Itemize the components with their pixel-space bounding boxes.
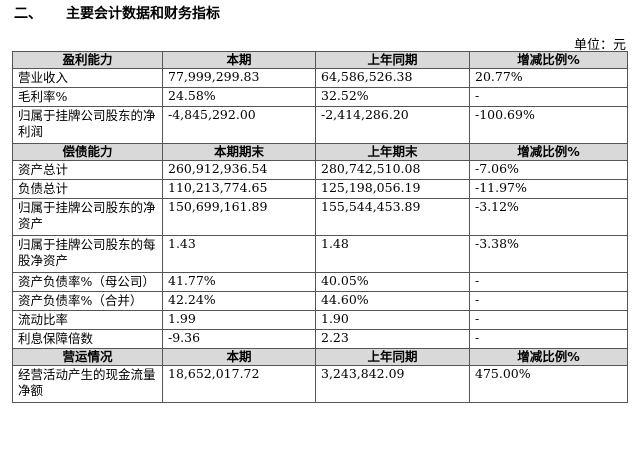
row-label-cell: 利息保障倍数 [12, 329, 163, 349]
value-cell: - [469, 291, 628, 311]
value-cell: -11.97% [469, 179, 628, 199]
value-cell: 280,742,510.08 [315, 160, 470, 180]
table-row: 归属于挂牌公司股东的净利润 -4,845,292.00 -2,414,286.20-… [12, 106, 628, 144]
column-header: 增减比例% [469, 348, 628, 366]
value-cell: 1.90 [315, 310, 470, 330]
value-cell: 125,198,056.19 [315, 179, 470, 199]
table-row: 利息保障倍数 -9.36 2.23- [12, 329, 628, 349]
row-label-cell: 归属于挂牌公司股东的每股净资产 [12, 235, 163, 273]
value-cell: 2.23 [315, 329, 470, 349]
column-header: 增减比例% [469, 51, 628, 69]
financial-indicators-table: 盈利能力 本期 上年同期 增减比例% 营业收入 77,999,299.83 64,586,5… [12, 51, 628, 403]
section-header-row: 偿债能力 本期期末 上年期末 增减比例% [12, 143, 628, 161]
value-cell: - [469, 87, 628, 107]
value-cell: 44.60% [315, 291, 470, 311]
value-cell: 64,586,526.38 [315, 68, 470, 88]
value-cell: 20.77% [469, 68, 628, 88]
section-header-row: 营运情况 本期 上年同期 增减比例% [12, 348, 628, 366]
row-label-cell: 资产总计 [12, 160, 163, 180]
value-cell: 155,544,453.89 [315, 198, 470, 236]
column-header: 上年期末 [315, 143, 470, 161]
value-cell: 24.58% [162, 87, 316, 107]
value-cell: -3.38% [469, 235, 628, 273]
row-label-cell: 营业收入 [12, 68, 163, 88]
value-cell: -7.06% [469, 160, 628, 180]
column-header: 偿债能力 [12, 143, 163, 161]
value-cell: 32.52% [315, 87, 470, 107]
table-row: 归属于挂牌公司股东的净资产 150,699,161.89 155,544,453.8… [12, 198, 628, 236]
column-header: 本期 [162, 51, 316, 69]
value-cell: 77,999,299.83 [162, 68, 316, 88]
table-body: 盈利能力 本期 上年同期 增减比例% 营业收入 77,999,299.83 64,586,5… [12, 51, 628, 403]
table-row: 毛利率% 24.58% 32.52% - [12, 87, 628, 107]
table-row: 归属于挂牌公司股东的每股净资产 1.43 1.48 -3.38% [12, 235, 628, 273]
value-cell: 260,912,936.54 [162, 160, 316, 180]
value-cell: -2,414,286.20 [315, 106, 470, 144]
column-header: 本期 [162, 348, 316, 366]
value-cell: -100.69% [469, 106, 628, 144]
value-cell: 3,243,842.09 [315, 365, 470, 403]
value-cell: 40.05% [315, 272, 470, 292]
section-header-row: 盈利能力 本期 上年同期 增减比例% [12, 51, 628, 69]
row-label-cell: 流动比率 [12, 310, 163, 330]
table-row: 负债总计 110,213,774.65 125,198,056.19 -11.97% [12, 179, 628, 199]
row-label-cell: 资产负债率%（母公司） [12, 272, 163, 292]
value-cell: - [469, 272, 628, 292]
value-cell: 110,213,774.65 [162, 179, 316, 199]
column-header: 上年同期 [315, 348, 470, 366]
row-label-cell: 负债总计 [12, 179, 163, 199]
section-title: 主要会计数据和财务指标 [66, 6, 220, 22]
value-cell: 1.99 [162, 310, 316, 330]
value-cell: 475.00% [469, 365, 628, 403]
column-header: 营运情况 [12, 348, 163, 366]
table-row: 流动比率 1.99 1.90- [12, 310, 628, 330]
column-header: 本期期末 [162, 143, 316, 161]
row-label-cell: 资产负债率%（合并） [12, 291, 163, 311]
row-label-cell: 归属于挂牌公司股东的净利润 [12, 106, 163, 144]
table-row: 资产负债率%（母公司） 41.77% 40.05% - [12, 272, 628, 292]
column-header: 上年同期 [315, 51, 470, 69]
column-header: 增减比例% [469, 143, 628, 161]
table-row: 资产负债率%（合并） 42.24% 44.60% - [12, 291, 628, 311]
value-cell: 150,699,161.89 [162, 198, 316, 236]
table-row: 经营活动产生的现金流量净额 18,652,017.72 3,243,842.09 47… [12, 365, 628, 403]
value-cell: -4,845,292.00 [162, 106, 316, 144]
section-heading: 二、 主要会计数据和财务指标 [14, 3, 220, 23]
value-cell: 18,652,017.72 [162, 365, 316, 403]
value-cell: - [469, 310, 628, 330]
value-cell: - [469, 329, 628, 349]
row-label-cell: 经营活动产生的现金流量净额 [12, 365, 163, 403]
value-cell: 42.24% [162, 291, 316, 311]
value-cell: -9.36 [162, 329, 316, 349]
value-cell: 1.43 [162, 235, 316, 273]
value-cell: 1.48 [315, 235, 470, 273]
currency-unit-label: 单位：元 [573, 38, 626, 53]
column-header: 盈利能力 [12, 51, 163, 69]
table-row: 资产总计 260,912,936.54 280,742,510.08 -7.06% [12, 160, 628, 180]
section-number: 二、 [14, 6, 42, 22]
value-cell: -3.12% [469, 198, 628, 236]
row-label-cell: 毛利率% [12, 87, 163, 107]
value-cell: 41.77% [162, 272, 316, 292]
row-label-cell: 归属于挂牌公司股东的净资产 [12, 198, 163, 236]
table-row: 营业收入 77,999,299.83 64,586,526.38 20.77% [12, 68, 628, 88]
